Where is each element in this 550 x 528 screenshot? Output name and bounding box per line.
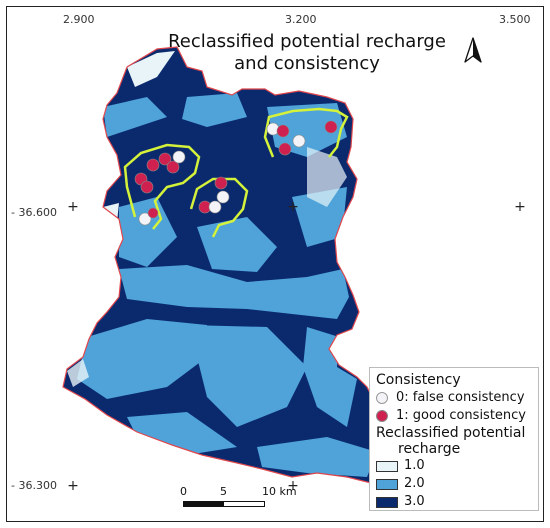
good-point [158,152,172,166]
scale-segment-black [183,501,223,507]
legend-class-label: 3.0 [404,494,425,509]
legend-class-row: 1.0 [376,457,532,475]
legend-class-row: 2.0 [376,475,532,493]
good-point [214,176,228,190]
legend-recharge-heading-2: recharge [398,441,461,457]
good-point [166,160,180,174]
graticule-cross: + [287,478,299,494]
legend-consistency-heading: Consistency [376,372,461,388]
good-point [324,120,338,134]
legend-recharge-heading-1: Reclassified potential [376,425,526,441]
false-point [138,212,152,226]
north-arrow-icon [464,37,482,63]
consistency-points [134,120,338,226]
map-title: Reclassified potential recharge and cons… [157,31,457,75]
consistency-zones [123,107,349,238]
good-consistency-symbol [376,410,388,422]
good-point [146,158,160,172]
class-1-swatch [376,460,398,472]
good-point [140,180,154,194]
map-canvas [62,46,400,484]
good-point [147,207,159,219]
recharge-class-2-areas [77,93,377,477]
class-2-swatch [376,478,398,490]
false-consistency-symbol [376,392,388,404]
graticule-cross: + [287,199,299,215]
scale-bar: 0 5 10 km [180,485,383,515]
lon-label-1: 2.900 [63,13,95,26]
graticule-cross: + [67,199,79,215]
legend-class-label: 2.0 [404,476,425,491]
legend-good-row: 1: good consistency [376,407,532,425]
map-frame: 2.900 3.200 3.500 - 36.600 - 36.300 + + … [6,6,544,522]
lon-label-3: 3.500 [499,13,531,26]
lat-label-1: - 36.600 [11,206,57,219]
lat-label-2: - 36.300 [11,479,57,492]
legend-false-row: 0: false consistency [376,389,532,407]
map-title-line-1: Reclassified potential recharge [168,31,446,52]
zone-central [189,177,249,238]
legend-good-label: 1: good consistency [396,408,526,423]
lat-label-1-value: 36.600 [18,206,57,219]
legend-class-label: 1.0 [404,458,425,473]
scale-label-10: 10 km [262,485,297,498]
map-title-line-2: and consistency [234,53,380,74]
false-point [216,190,230,204]
class-3-swatch [376,496,398,508]
scale-segment-white [223,501,265,507]
legend: Consistency 0: false consistency 1: good… [369,367,539,511]
lat-label-2-value: 36.300 [18,479,57,492]
zone-west [123,143,201,230]
graticule-cross: + [67,478,79,494]
false-point [292,134,306,148]
scale-label-5: 5 [220,485,227,498]
good-point [276,124,290,138]
legend-class-row: 3.0 [376,493,532,511]
zone-east [263,107,349,158]
false-point [172,150,186,164]
scale-label-0: 0 [180,485,187,498]
graticule-cross: + [514,199,526,215]
false-point [208,200,222,214]
lon-label-2: 3.200 [285,13,317,26]
legend-false-label: 0: false consistency [396,390,525,405]
good-point [278,142,292,156]
